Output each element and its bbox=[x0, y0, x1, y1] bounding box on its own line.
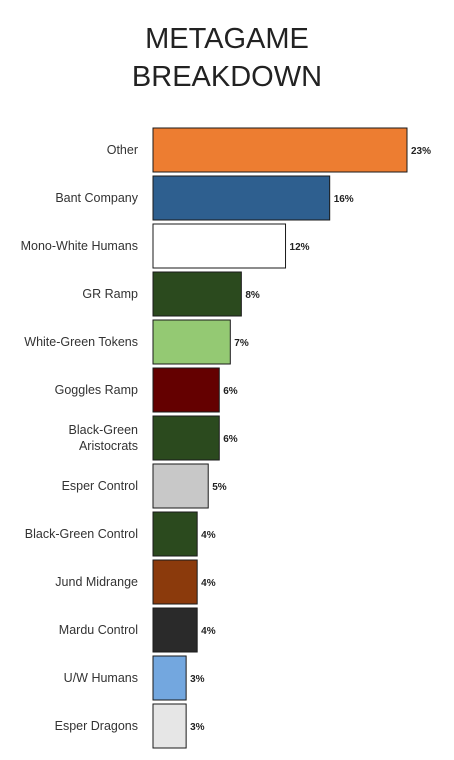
bar-7 bbox=[152, 463, 209, 509]
chart-title: METAGAME BREAKDOWN bbox=[0, 20, 454, 96]
value-label-0: 23% bbox=[411, 146, 431, 157]
category-label-4: White-Green Tokens bbox=[24, 335, 138, 349]
value-label-11: 3% bbox=[190, 674, 205, 685]
chart-title-line-2: BREAKDOWN bbox=[131, 61, 323, 93]
category-label-5: Goggles Ramp bbox=[55, 383, 138, 397]
value-label-6: 6% bbox=[223, 434, 238, 445]
bar-6 bbox=[152, 415, 220, 461]
category-label-3: GR Ramp bbox=[82, 287, 138, 301]
category-label-10: Mardu Control bbox=[59, 623, 138, 637]
category-label-6-line-0: Black-Green bbox=[69, 423, 139, 437]
bar-11 bbox=[152, 655, 187, 701]
category-label-0: Other bbox=[107, 143, 138, 157]
bar-9 bbox=[152, 559, 198, 605]
value-label-8: 4% bbox=[201, 530, 216, 541]
bar-0 bbox=[152, 127, 408, 173]
value-label-10: 4% bbox=[201, 626, 216, 637]
bar-10 bbox=[152, 607, 198, 653]
value-label-1: 16% bbox=[334, 194, 354, 205]
value-label-7: 5% bbox=[212, 482, 227, 493]
value-label-4: 7% bbox=[234, 338, 249, 349]
value-label-3: 8% bbox=[245, 290, 260, 301]
value-label-5: 6% bbox=[223, 386, 238, 397]
chart-title-line-1: METAGAME bbox=[145, 23, 309, 55]
value-label-9: 4% bbox=[201, 578, 216, 589]
category-label-2: Mono-White Humans bbox=[21, 239, 138, 253]
bar-1 bbox=[152, 175, 331, 221]
bar-2 bbox=[152, 223, 287, 269]
category-label-8: Black-Green Control bbox=[25, 527, 138, 541]
category-label-9: Jund Midrange bbox=[55, 575, 138, 589]
bar-12 bbox=[152, 703, 187, 749]
bar-4 bbox=[152, 319, 231, 365]
category-label-7: Esper Control bbox=[62, 479, 138, 493]
category-label-11: U/W Humans bbox=[64, 671, 138, 685]
value-label-12: 3% bbox=[190, 722, 205, 733]
bar-8 bbox=[152, 511, 198, 557]
value-label-2: 12% bbox=[290, 242, 310, 253]
bar-5 bbox=[152, 367, 220, 413]
category-label-1: Bant Company bbox=[55, 191, 138, 205]
bar-3 bbox=[152, 271, 242, 317]
category-label-12: Esper Dragons bbox=[55, 719, 138, 733]
category-label-6-line-1: Aristocrats bbox=[79, 439, 138, 453]
